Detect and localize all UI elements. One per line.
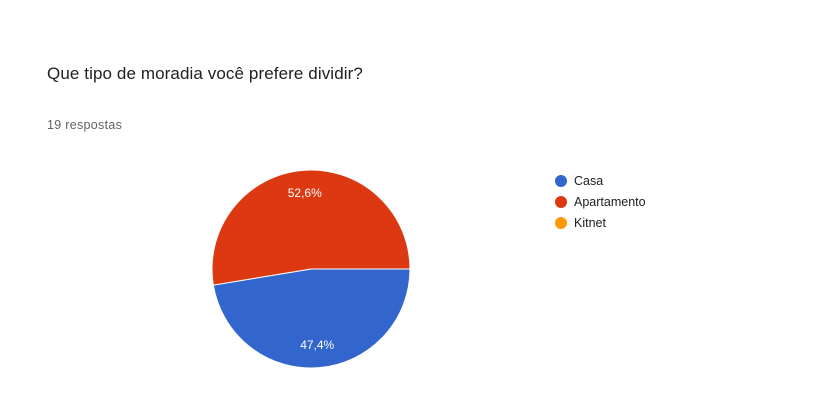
legend-label: Apartamento — [574, 194, 646, 209]
slice-label-casa: 47,4% — [300, 338, 334, 352]
legend-label: Kitnet — [574, 215, 606, 230]
legend-swatch-icon — [555, 216, 567, 229]
legend-swatch-icon — [555, 174, 567, 187]
legend-item-apartamento[interactable]: Apartamento — [555, 191, 646, 212]
pie-slice-casa[interactable] — [212, 268, 411, 369]
response-count: 19 respostas — [47, 118, 123, 132]
chart-legend: Casa Apartamento Kitnet — [555, 170, 646, 233]
slice-label-apartamento: 52,6% — [288, 186, 322, 200]
legend-item-casa[interactable]: Casa — [555, 170, 646, 191]
pie-slice-apartamento[interactable] — [211, 169, 411, 286]
legend-label: Casa — [574, 173, 604, 188]
question-title: Que tipo de moradia você prefere dividir… — [47, 64, 363, 83]
legend-item-kitnet[interactable]: Kitnet — [555, 212, 646, 233]
legend-swatch-icon — [555, 195, 567, 208]
